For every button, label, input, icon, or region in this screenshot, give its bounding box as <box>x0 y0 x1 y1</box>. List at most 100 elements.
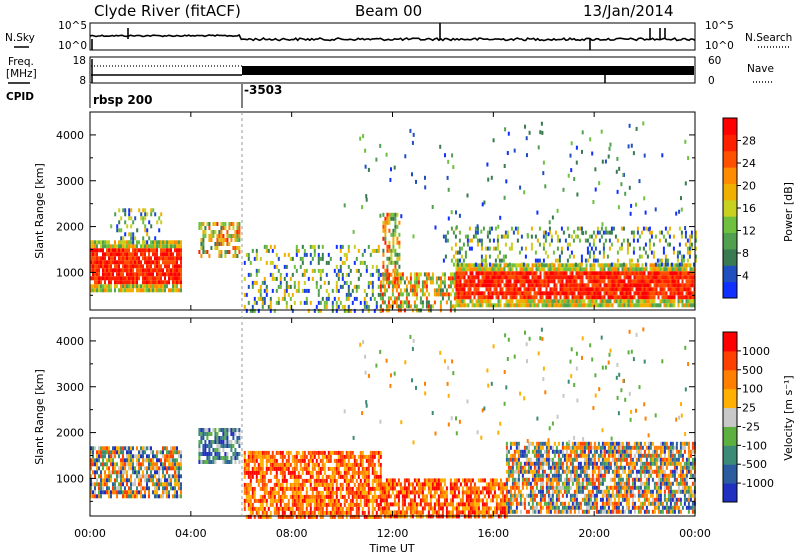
velocity-cell <box>206 456 209 460</box>
velocity-cell <box>361 506 364 511</box>
power-cell <box>180 248 182 253</box>
velocity-cell <box>351 470 354 475</box>
velocity-cell <box>174 446 176 451</box>
velocity-cell <box>389 478 392 483</box>
power-cell <box>577 287 580 292</box>
velocity-cell <box>349 502 352 507</box>
power-cell <box>630 143 633 148</box>
power-cell <box>577 267 580 272</box>
power-cell <box>555 303 558 308</box>
power-cell <box>601 275 604 280</box>
power-cell <box>475 275 478 280</box>
power-cell <box>164 264 166 269</box>
velocity-cell <box>162 470 164 475</box>
velocity-cell <box>208 444 211 448</box>
velocity-cell <box>232 452 235 456</box>
power-cell <box>427 276 430 281</box>
power-cell <box>345 292 348 297</box>
power-cell <box>638 254 641 259</box>
power-cell <box>359 300 362 305</box>
velocity-cell <box>160 494 162 499</box>
power-cell <box>637 303 640 308</box>
power-cell <box>661 287 664 292</box>
power-cell <box>659 287 662 292</box>
power-cell <box>503 267 506 272</box>
velocity-cell <box>469 502 472 507</box>
power-cell <box>313 252 316 257</box>
velocity-cell <box>301 502 304 507</box>
velocity-cell <box>441 494 444 499</box>
power-cell <box>530 234 533 239</box>
power-cell <box>353 284 356 289</box>
power-cell <box>683 275 686 280</box>
power-cell <box>102 288 104 293</box>
power-cell <box>541 267 544 272</box>
power-cell <box>621 283 624 288</box>
velocity-cell <box>407 502 410 507</box>
velocity-cell <box>249 470 252 475</box>
velocity-cell <box>465 506 468 511</box>
velocity-cell <box>208 432 211 436</box>
velocity-cell <box>273 482 276 487</box>
velocity-cell <box>439 482 442 487</box>
power-cell <box>144 288 146 293</box>
power-cell <box>549 267 552 272</box>
velocity-cell <box>289 486 292 491</box>
velocity-cell <box>96 466 98 471</box>
power-cell <box>542 258 545 263</box>
velocity-cell <box>319 502 322 507</box>
velocity-cell <box>349 466 352 471</box>
power-cell <box>106 284 108 289</box>
velocity-cell <box>339 490 342 495</box>
power-cell <box>180 280 182 285</box>
velocity-cell <box>202 444 205 448</box>
velocity-cell <box>114 482 116 487</box>
power-cell <box>595 275 598 280</box>
velocity-cell <box>371 466 374 471</box>
power-cell <box>483 200 486 205</box>
power-cell <box>484 262 487 267</box>
velocity-cell <box>299 502 302 507</box>
velocity-cell <box>339 506 342 511</box>
velocity-cell <box>122 454 124 459</box>
power-cell <box>541 299 544 304</box>
power-cell <box>536 258 539 263</box>
power-cell <box>136 252 138 257</box>
power-cell <box>335 304 338 309</box>
power-cell <box>222 222 225 226</box>
power-cell <box>601 303 604 308</box>
power-cell <box>469 271 472 276</box>
velocity-cell <box>329 498 332 503</box>
power-cell <box>343 308 346 313</box>
power-cell <box>591 303 594 308</box>
power-cell <box>596 226 599 231</box>
power-cell <box>457 303 460 308</box>
power-cell <box>579 295 582 300</box>
velocity-cell <box>313 454 316 459</box>
velocity-cell <box>429 478 432 483</box>
power-cell <box>144 280 146 285</box>
power-cell <box>591 299 594 304</box>
power-cell <box>108 268 110 273</box>
power-cell <box>565 291 568 296</box>
velocity-cell <box>311 450 314 455</box>
velocity-cell <box>421 510 424 515</box>
power-cell <box>611 291 614 296</box>
velocity-cell <box>156 494 158 499</box>
velocity-cell <box>291 454 294 459</box>
velocity-cell <box>353 462 356 467</box>
velocity-cell <box>140 494 142 499</box>
power-cell <box>527 271 530 276</box>
power-cell <box>628 262 631 267</box>
velocity-cell <box>118 474 120 479</box>
power-cell <box>566 246 569 251</box>
power-cell <box>539 291 542 296</box>
power-cell <box>92 264 94 269</box>
power-cell <box>90 288 92 293</box>
power-cell <box>595 283 598 288</box>
velocity-cell <box>90 478 92 483</box>
velocity-cell <box>411 498 414 503</box>
velocity-cell <box>341 510 344 515</box>
velocity-cell <box>423 486 426 491</box>
velocity-cell <box>265 450 268 455</box>
